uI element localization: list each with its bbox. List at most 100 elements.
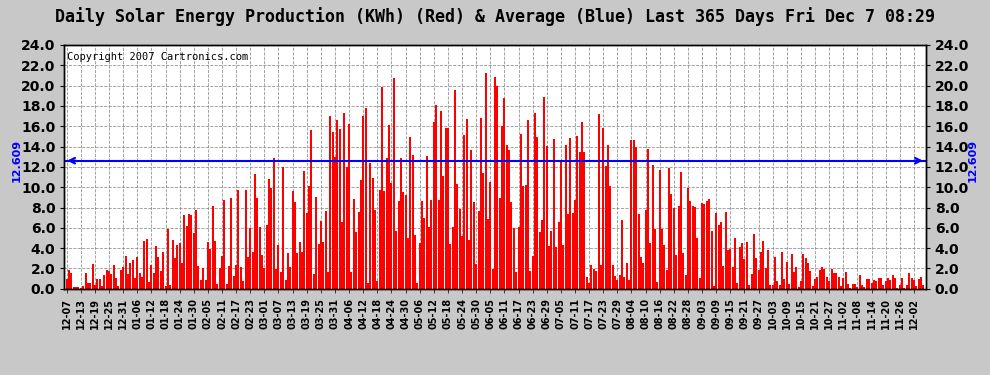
Bar <box>643 262 644 289</box>
Bar <box>127 274 129 289</box>
Bar <box>701 203 703 289</box>
Bar <box>515 272 517 289</box>
Bar <box>571 213 573 289</box>
Bar <box>273 158 275 289</box>
Bar <box>412 155 414 289</box>
Bar <box>164 286 166 289</box>
Bar <box>134 278 136 289</box>
Text: 12.609: 12.609 <box>12 139 22 182</box>
Bar <box>325 211 327 289</box>
Bar <box>256 198 258 289</box>
Bar <box>219 268 221 289</box>
Bar <box>793 272 795 289</box>
Bar <box>251 252 253 289</box>
Bar <box>228 266 230 289</box>
Bar <box>617 280 619 289</box>
Bar <box>346 166 347 289</box>
Bar <box>388 126 390 289</box>
Bar <box>258 227 260 289</box>
Bar <box>628 280 631 289</box>
Bar <box>306 213 308 289</box>
Bar <box>842 278 844 289</box>
Bar <box>433 122 435 289</box>
Bar <box>704 204 706 289</box>
Bar <box>581 122 583 289</box>
Bar <box>875 280 877 289</box>
Bar <box>299 242 301 289</box>
Bar <box>152 273 154 289</box>
Bar <box>390 183 392 289</box>
Bar <box>75 287 77 289</box>
Bar <box>207 242 209 289</box>
Bar <box>494 77 496 289</box>
Bar <box>426 156 428 289</box>
Bar <box>694 207 696 289</box>
Bar <box>918 279 920 289</box>
Bar <box>631 141 633 289</box>
Bar <box>364 108 366 289</box>
Bar <box>708 200 710 289</box>
Bar <box>318 244 320 289</box>
Bar <box>689 201 691 289</box>
Bar <box>542 219 544 289</box>
Bar <box>231 198 233 289</box>
Bar <box>277 245 279 289</box>
Bar <box>576 136 578 289</box>
Bar <box>527 120 529 289</box>
Bar <box>854 284 856 289</box>
Bar <box>795 267 797 289</box>
Bar <box>431 200 433 289</box>
Bar <box>209 249 211 289</box>
Bar <box>807 263 809 289</box>
Bar <box>458 209 460 289</box>
Bar <box>774 257 776 289</box>
Bar <box>480 118 482 289</box>
Bar <box>146 239 148 289</box>
Bar <box>682 253 684 289</box>
Bar <box>395 231 397 289</box>
Bar <box>188 214 190 289</box>
Bar <box>393 78 395 289</box>
Bar <box>118 286 120 289</box>
Bar <box>106 270 108 289</box>
Bar <box>598 114 600 289</box>
Bar <box>421 201 423 289</box>
Bar <box>609 186 611 289</box>
Bar <box>249 228 251 289</box>
Bar <box>607 144 609 289</box>
Bar <box>381 87 383 289</box>
Bar <box>226 284 228 289</box>
Bar <box>398 201 400 289</box>
Bar <box>181 263 183 289</box>
Bar <box>713 286 715 289</box>
Bar <box>352 199 354 289</box>
Bar <box>644 210 646 289</box>
Bar <box>670 194 672 289</box>
Bar <box>915 286 918 289</box>
Bar <box>640 257 642 289</box>
Bar <box>162 252 164 289</box>
Bar <box>858 275 860 289</box>
Bar <box>337 120 339 289</box>
Bar <box>205 280 207 289</box>
Bar <box>851 284 853 289</box>
Bar <box>908 273 910 289</box>
Bar <box>880 278 882 289</box>
Bar <box>341 222 344 289</box>
Bar <box>176 245 178 289</box>
Bar <box>270 188 272 289</box>
Bar <box>275 269 277 289</box>
Bar <box>838 276 840 289</box>
Bar <box>833 273 835 289</box>
Bar <box>280 272 282 289</box>
Bar <box>583 152 585 289</box>
Bar <box>451 226 453 289</box>
Bar <box>745 243 747 289</box>
Bar <box>357 212 359 289</box>
Bar <box>715 213 717 289</box>
Bar <box>409 136 411 289</box>
Bar <box>414 235 416 289</box>
Bar <box>111 274 113 289</box>
Bar <box>77 287 79 289</box>
Bar <box>492 269 494 289</box>
